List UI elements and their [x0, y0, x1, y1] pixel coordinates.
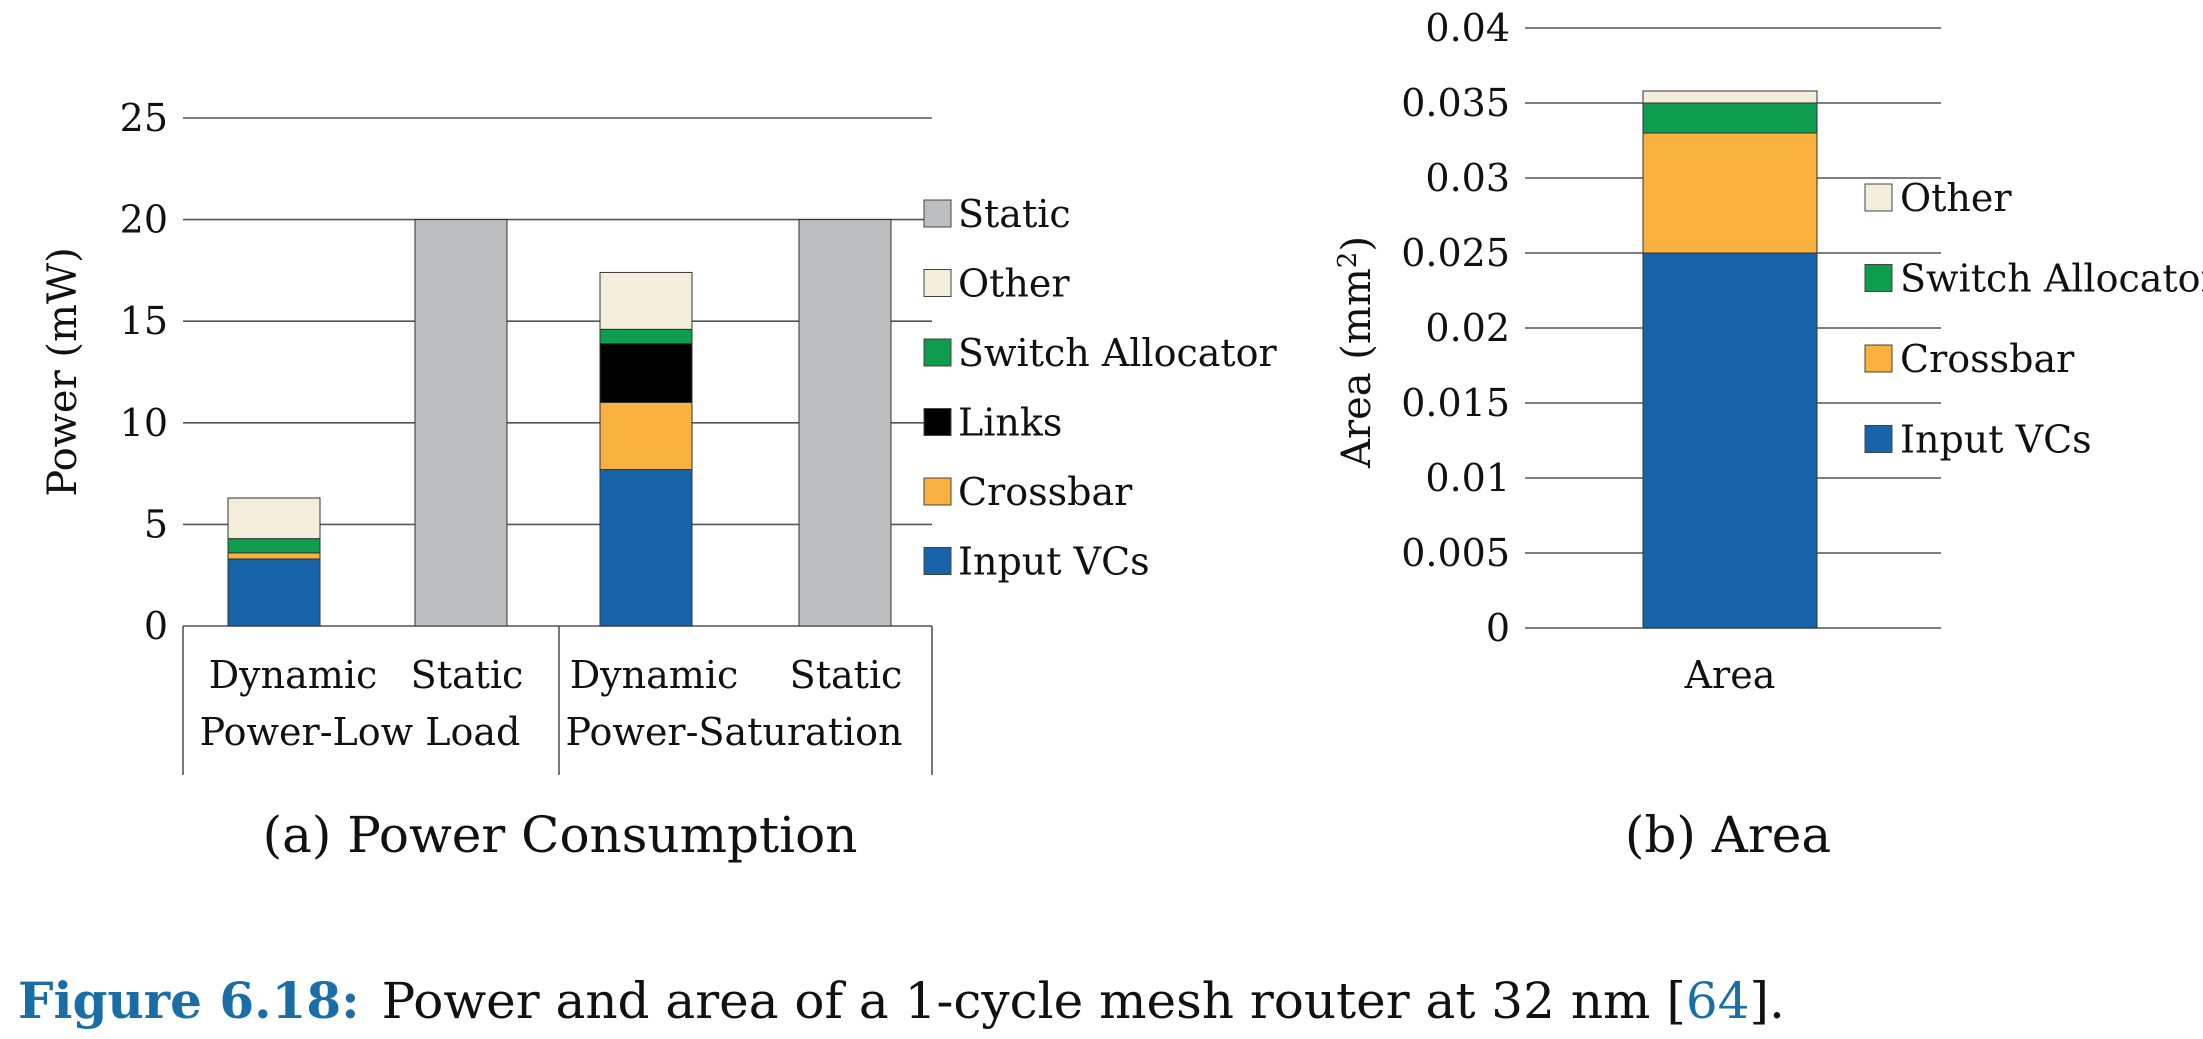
y-tick-label: 0 — [144, 604, 168, 648]
area-chart: 0 0.005 0.01 0.015 0.02 0.025 0.03 0.035 0.04 Are… — [1333, 6, 2203, 697]
caption-ref: 64 — [1686, 972, 1750, 1030]
category-label: Dynamic — [209, 653, 378, 697]
legend-label-input-vcs: Input VCs — [1900, 418, 2092, 462]
y-tick-label: 0.03 — [1425, 156, 1510, 200]
legend-label-crossbar: Crossbar — [1900, 337, 2075, 381]
power-subcaption: (a) Power Consumption — [263, 806, 858, 864]
bar-segment-crossbar — [599, 401, 693, 471]
y-tick-label: 0.04 — [1425, 6, 1510, 50]
y-axis-label: Area (mm2) — [1333, 236, 1380, 469]
legend-swatch-other — [1864, 183, 1893, 212]
legend-swatch-crossbar — [923, 477, 952, 506]
y-tick-label: 0 — [1486, 606, 1510, 650]
caption-text: Power and area of a 1-cycle mesh router … — [382, 972, 1686, 1030]
bar-segment-static — [414, 219, 508, 627]
y-tick-label: 0.01 — [1425, 456, 1510, 500]
bar-segment-crossbar — [1642, 132, 1818, 254]
bar-segment-input-vcs — [1642, 252, 1818, 629]
bar-segment-static — [798, 219, 892, 627]
legend-swatch-switch-allocator — [923, 338, 952, 367]
bar-segment-switch-allocator — [1642, 102, 1818, 134]
y-tick-label: 0.005 — [1401, 531, 1510, 575]
bar-segment-other — [1642, 90, 1818, 104]
legend-label-crossbar: Crossbar — [958, 470, 1133, 514]
bar-segment-switch-allocator — [227, 538, 321, 554]
bar-segment-input-vcs — [599, 469, 693, 627]
figure-caption: Figure 6.18: Power and area of a 1-cycle … — [18, 971, 1785, 1030]
y-tick-label: 20 — [120, 198, 168, 242]
bar-segment-switch-allocator — [599, 328, 693, 345]
legend-label-other: Other — [1900, 176, 2012, 220]
legend-label-input-vcs: Input VCs — [958, 540, 1150, 584]
y-tick-label: 25 — [120, 96, 168, 140]
legend-swatch-links — [923, 408, 952, 436]
y-axis-label-text: Area (mm — [1334, 268, 1380, 469]
legend-swatch-other — [923, 269, 952, 297]
category-label: Static — [411, 653, 524, 697]
caption-end: ]. — [1749, 972, 1784, 1030]
y-tick-label: 5 — [144, 502, 168, 546]
group-label: Power-Saturation — [566, 710, 903, 754]
y-axis-label: Power (mW) — [40, 247, 86, 496]
legend-label-static: Static — [958, 192, 1071, 236]
y-tick-label: 0.025 — [1401, 231, 1510, 275]
legend-label-switch-allocator: Switch Allocator — [958, 331, 1278, 375]
legend-label-switch-allocator: Switch Allocator — [1900, 257, 2203, 301]
y-tick-label: 0.015 — [1401, 381, 1510, 425]
category-label: Area — [1684, 653, 1776, 697]
legend-label-links: Links — [958, 401, 1062, 445]
bar-segment-input-vcs — [227, 558, 321, 627]
y-tick-label: 0.02 — [1425, 306, 1510, 350]
area-subcaption: (b) Area — [1625, 806, 1831, 864]
bar-segment-other — [599, 271, 693, 330]
category-label: Dynamic — [570, 653, 739, 697]
category-label: Static — [790, 653, 903, 697]
legend-swatch-input-vcs — [1864, 425, 1893, 453]
legend-label-other: Other — [958, 262, 1070, 306]
y-axis-label-superscript: 2 — [1333, 252, 1363, 269]
caption-label: Figure 6.18: — [18, 971, 360, 1030]
power-consumption-chart: 0 5 10 15 20 25 Dynamic Static Dynamic Static Powe… — [40, 96, 1278, 775]
group-label: Power-Low Load — [200, 710, 521, 754]
legend-swatch-switch-allocator — [1864, 264, 1893, 292]
y-axis-label-end: ) — [1334, 236, 1380, 252]
bar-segment-crossbar — [227, 552, 321, 560]
y-tick-label: 10 — [120, 401, 168, 445]
bar-segment-other — [227, 497, 321, 540]
legend-swatch-static — [923, 199, 952, 228]
y-tick-label: 0.035 — [1401, 81, 1510, 125]
legend-swatch-crossbar — [1864, 344, 1893, 373]
legend-swatch-input-vcs — [923, 547, 952, 575]
y-tick-label: 15 — [120, 299, 168, 343]
bar-segment-links — [599, 343, 693, 403]
